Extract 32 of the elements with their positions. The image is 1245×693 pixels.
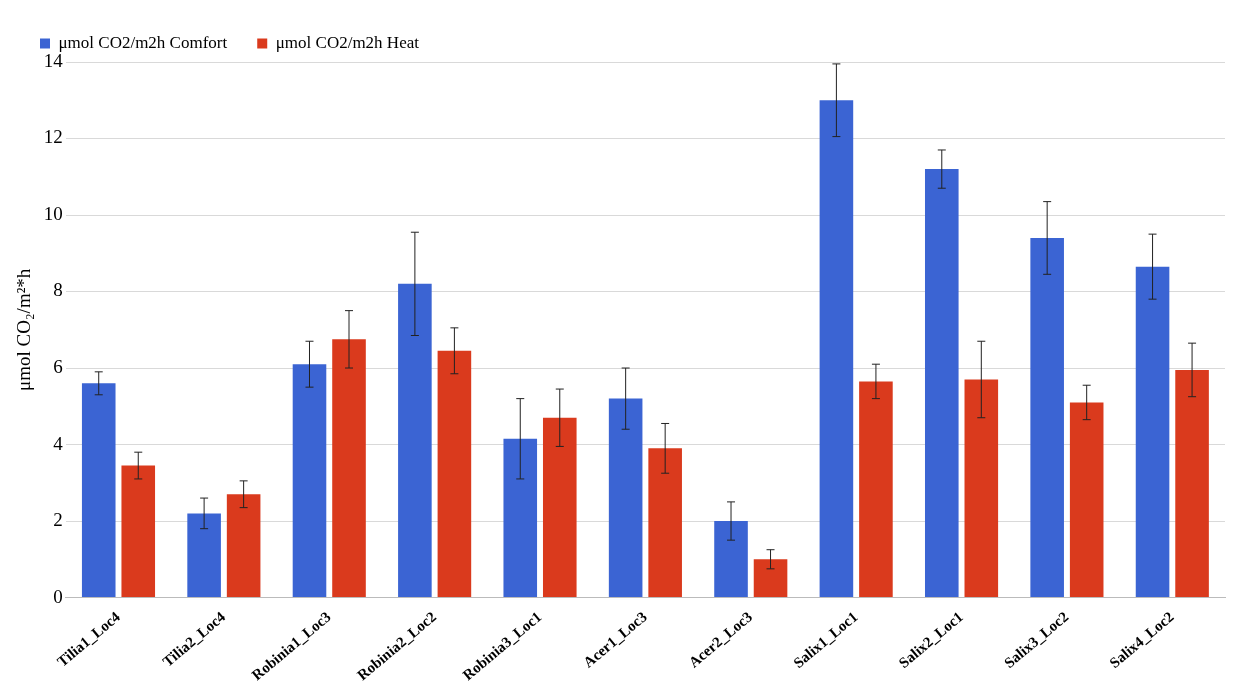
bar <box>608 398 643 598</box>
bar <box>753 559 788 598</box>
y-tick-label: 0 <box>53 585 63 607</box>
bar <box>1175 369 1209 598</box>
bar <box>398 283 432 598</box>
bar <box>187 513 221 598</box>
bar <box>1069 402 1104 598</box>
bar <box>226 494 261 598</box>
legend-label: μmol CO2/m2h Heat <box>275 32 420 52</box>
bar <box>542 417 577 598</box>
bar <box>503 438 538 598</box>
y-axis-title: μmol CO₂/m²*h <box>13 268 35 391</box>
bar <box>1135 266 1170 598</box>
y-tick-label: 6 <box>53 356 63 377</box>
y-tick-label: 2 <box>53 509 63 531</box>
y-tick-label: 10 <box>43 202 63 224</box>
bar <box>332 339 366 598</box>
bar <box>437 350 472 598</box>
bar <box>859 381 893 598</box>
y-tick-label: 4 <box>53 432 64 454</box>
bar <box>121 465 156 598</box>
bar <box>819 100 854 598</box>
y-tick-label: 8 <box>53 279 63 301</box>
bar <box>924 169 959 598</box>
bar <box>964 379 999 598</box>
bar <box>648 448 682 598</box>
bar <box>292 364 327 598</box>
y-tick-label: 12 <box>43 126 63 148</box>
bar <box>81 383 116 598</box>
legend-label: μmol CO2/m2h Comfort <box>58 32 228 52</box>
bar <box>1030 237 1064 598</box>
bar <box>714 521 748 598</box>
